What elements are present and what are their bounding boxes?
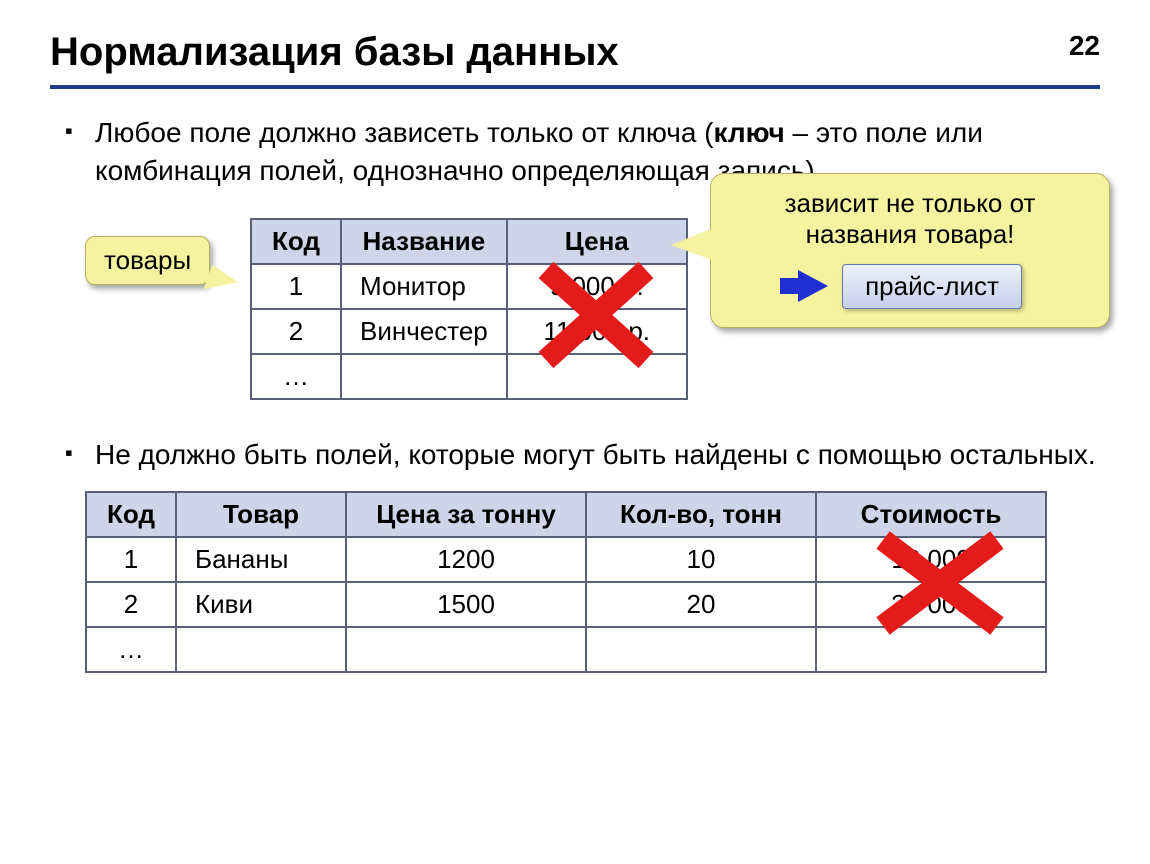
table-row: … xyxy=(86,627,1046,672)
table-cell xyxy=(341,354,507,399)
table-row: 1Монитор9 000 р. xyxy=(251,264,687,309)
arrow-right-icon xyxy=(798,270,828,302)
table1-wrap: КодНазваниеЦена1Монитор9 000 р.2Винчесте… xyxy=(250,218,688,400)
table-cell: 10 xyxy=(586,537,816,582)
table-1: КодНазваниеЦена1Монитор9 000 р.2Винчесте… xyxy=(250,218,688,400)
pricelist-button[interactable]: прайс-лист xyxy=(842,264,1022,309)
page-title: Нормализация базы данных xyxy=(50,30,1100,75)
table-header-cell: Название xyxy=(341,219,507,264)
callout-depends: зависит не только от названия товара! пр… xyxy=(710,173,1110,328)
table-row: 2Винчестер11 000 р. xyxy=(251,309,687,354)
bullet-2: Не должно быть полей, которые могут быть… xyxy=(50,436,1100,474)
table-cell xyxy=(816,627,1046,672)
table-2: КодТоварЦена за тоннуКол-во, тоннСтоимос… xyxy=(85,491,1047,673)
table-row: 2Киви15002030 000 xyxy=(86,582,1046,627)
table-cell: 1 xyxy=(86,537,176,582)
bullet1-bold: ключ xyxy=(714,117,785,148)
table-header-cell: Стоимость xyxy=(816,492,1046,537)
table-cell: 20 xyxy=(586,582,816,627)
table-cell xyxy=(586,627,816,672)
bullet1-prefix: Любое поле должно зависеть только от клю… xyxy=(95,117,714,148)
table-header-cell: Товар xyxy=(176,492,346,537)
table-cell: 2 xyxy=(86,582,176,627)
table-cell xyxy=(507,354,687,399)
table-cell: … xyxy=(251,354,341,399)
title-underline xyxy=(50,85,1100,89)
row-1: товары КодНазваниеЦена1Монитор9 000 р.2В… xyxy=(50,208,1100,408)
table-cell: Винчестер xyxy=(341,309,507,354)
table-cell: 1500 xyxy=(346,582,586,627)
callout-tovary: товары xyxy=(85,236,210,285)
table-cell: … xyxy=(86,627,176,672)
callout-big-text: зависит не только от названия товара! xyxy=(729,188,1091,250)
table-cell: 9 000 р. xyxy=(507,264,687,309)
table-cell: 11 000 р. xyxy=(507,309,687,354)
page-number: 22 xyxy=(1069,30,1100,62)
table-cell: 12 000 xyxy=(816,537,1046,582)
table-cell: Киви xyxy=(176,582,346,627)
table-row: 1Бананы12001012 000 xyxy=(86,537,1046,582)
table-cell: 30 000 xyxy=(816,582,1046,627)
table-cell xyxy=(346,627,586,672)
table-cell: 1200 xyxy=(346,537,586,582)
table-cell: 2 xyxy=(251,309,341,354)
table-cell xyxy=(176,627,346,672)
table-header-cell: Кол-во, тонн xyxy=(586,492,816,537)
table-cell: Монитор xyxy=(341,264,507,309)
table-header-cell: Цена за тонну xyxy=(346,492,586,537)
table-cell: Бананы xyxy=(176,537,346,582)
table2-wrap: КодТоварЦена за тоннуКол-во, тоннСтоимос… xyxy=(85,491,1100,673)
table-header-cell: Код xyxy=(86,492,176,537)
table-cell: 1 xyxy=(251,264,341,309)
table-row: … xyxy=(251,354,687,399)
table-header-cell: Код xyxy=(251,219,341,264)
table-header-cell: Цена xyxy=(507,219,687,264)
